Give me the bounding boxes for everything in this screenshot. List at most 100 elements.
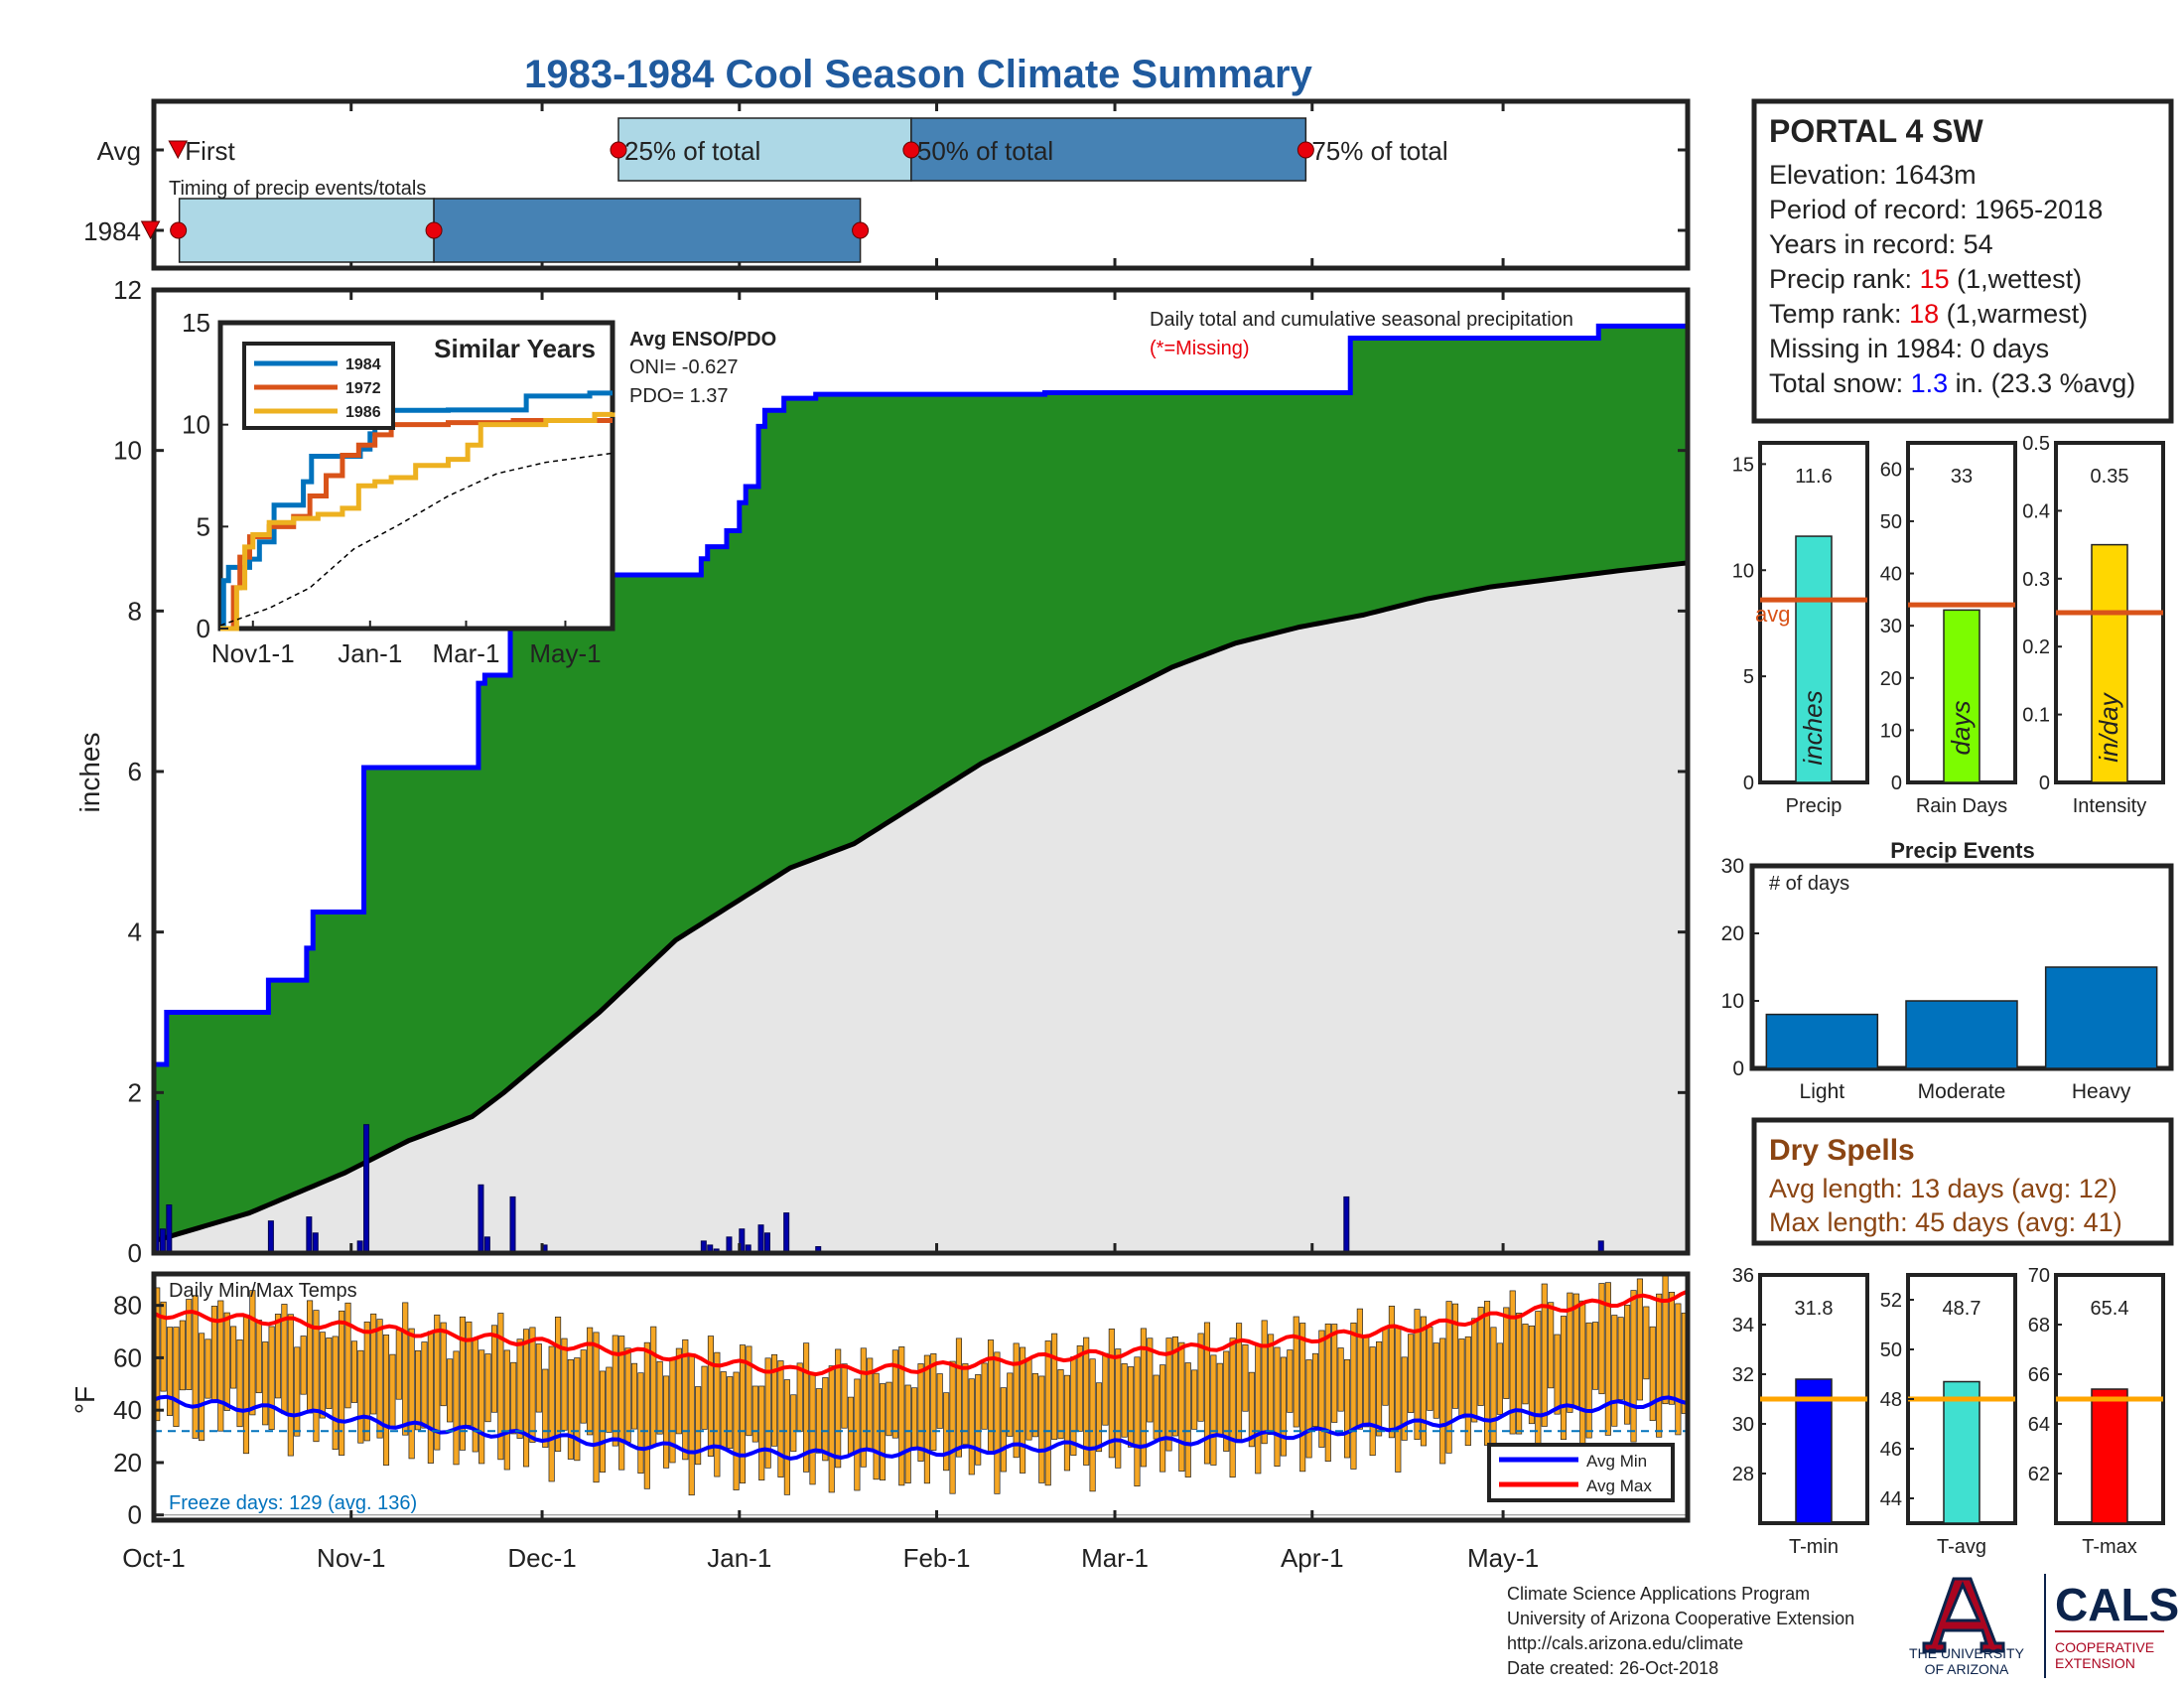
daily-temp-bar [1171,1336,1178,1437]
daily-temp-bar [529,1327,536,1443]
daily-temp-bar [886,1381,892,1437]
panel-y-tick-label: 0.1 [2022,705,2050,727]
panel-t-min: 31.8 28 30 32 34 36 T-min [1732,1265,1869,1558]
daily-temp-bar [478,1349,485,1465]
daily-temp-bar [1223,1350,1230,1452]
daily-temp-bar [1445,1301,1452,1454]
daily-temp-bar [414,1349,422,1431]
cals-logo: CALS COOPERATIVE EXTENSION [2055,1579,2179,1671]
daily-temp-bar [707,1336,714,1457]
daily-temp-bar [904,1384,911,1483]
daily-precip-bar [306,1216,313,1254]
y-tick-label: 2 [128,1077,142,1107]
panel-y-tick-label: 34 [1732,1315,1754,1336]
daily-temp-bar [262,1341,269,1426]
daily-temp-bar [516,1338,523,1439]
precip-events-chart: Precip Events # of days Light Moderate Hea… [1721,838,2174,1103]
panel-y-tick-label: 20 [1880,668,1902,690]
daily-temp-bar [1248,1371,1255,1448]
daily-temp-bar [720,1371,727,1449]
daily-temp-bar [350,1340,357,1403]
daily-temp-bar [1458,1338,1465,1419]
inset-x-tick-label: May-1 [529,638,601,668]
daily-temp-bar [339,1310,345,1456]
daily-precip-bar [267,1220,274,1254]
footer-line3: http://cals.arizona.edu/climate [1507,1633,1743,1653]
average-area [154,562,1688,1253]
daily-temp-bar [1331,1324,1338,1423]
similar-years-legend-items: 1984 1972 1986 [254,356,381,421]
temp-y-tick-label: 0 [128,1500,142,1530]
event-bar-moderate [1905,1000,2018,1069]
daily-temp-bar [637,1372,644,1475]
daily-temp-bar [606,1366,613,1433]
panel-bar [2091,1388,2128,1524]
x-tick-label: Apr-1 [1281,1543,1344,1573]
daily-temp-bar [1522,1324,1529,1405]
daily-temp-bar [510,1361,517,1435]
panel-unit: inches [1798,690,1828,765]
y-tick-label: 8 [128,596,142,626]
daily-temp-bar [1013,1342,1020,1459]
footer-line4: Date created: 26-Oct-2018 [1507,1658,1718,1678]
first-label: First [185,136,235,166]
panel-y-tick-label: 10 [1732,560,1754,582]
panel-label: Intensity [2073,795,2146,817]
daily-temp-bar [1229,1337,1236,1478]
station-elevation: Elevation: 1643m [1769,160,1977,190]
x-tick-label: Oct-1 [122,1543,186,1573]
daily-temp-bar [656,1360,663,1435]
daily-temp-bar [1000,1387,1007,1473]
daily-temp-bar [434,1314,441,1451]
daily-temp-bar [650,1326,657,1446]
daily-temp-bar [1197,1333,1204,1422]
y-tick-label: 10 [113,436,142,466]
daily-temp-bar [1044,1340,1051,1486]
panel-avg-label: avg [1755,602,1790,627]
precip-events-bars: Light Moderate Heavy 0 10 20 30 [1721,855,2158,1103]
panel-precip: 11.6 0 5 10 15 Precip inches avg [1732,441,1869,817]
daily-temp-bar [1503,1307,1510,1399]
daily-temp-bar [1293,1316,1299,1428]
daily-temp-bar [1063,1374,1071,1472]
daily-temp-bar [1528,1325,1535,1425]
daily-temp-bar [535,1343,542,1413]
daily-temp-bar [1369,1346,1376,1457]
daily-temp-bar [1051,1333,1058,1440]
daily-temp-bar [1427,1327,1433,1411]
cumulative-line [154,323,1688,1067]
daily-temp-bar [294,1346,301,1437]
daily-temp-bar [1311,1352,1319,1427]
panel-y-tick-label: 28 [1732,1464,1754,1485]
daily-temp-bar [1031,1372,1038,1438]
daily-temp-bar [268,1326,275,1430]
daily-temp-bar [1484,1301,1491,1446]
q75-label: 75% of total [1311,136,1447,166]
daily-temp-bar [1464,1336,1471,1447]
daily-temp-bar [688,1355,695,1496]
daily-temp-bar [326,1337,333,1409]
panel-y-tick-label: 0.4 [2022,500,2050,522]
panel-y-tick-label: 40 [1880,564,1902,586]
daily-temp-bar [1477,1307,1484,1406]
daily-temp-bar [1350,1322,1357,1470]
precip-y-axis: 0 2 4 6 8 10 12 [113,275,1688,1268]
temp-y-tick-label: 20 [113,1448,142,1477]
panel-y-tick-label: 52 [1880,1290,1902,1312]
daily-temp-bar [695,1386,702,1466]
daily-temp-bar [223,1312,230,1411]
x-tick-label: May-1 [1467,1543,1539,1573]
footer-line2: University of Arizona Cooperative Extens… [1507,1609,1854,1628]
daily-precip-bar [159,1228,166,1254]
x-tick-label: Mar-1 [1081,1543,1149,1573]
daily-temp-bar [472,1338,478,1453]
panel-unit: days [1946,701,1976,756]
daily-temp-bar [1287,1349,1294,1413]
daily-temp-bar [1414,1309,1421,1441]
precip-missing-note: (*=Missing) [1150,338,1250,359]
daily-temp-bar [453,1350,460,1466]
temp-legend: Avg Min Avg Max [1487,1443,1675,1502]
daily-temp-bar [1108,1329,1115,1459]
daily-temp-bar [1165,1337,1172,1452]
